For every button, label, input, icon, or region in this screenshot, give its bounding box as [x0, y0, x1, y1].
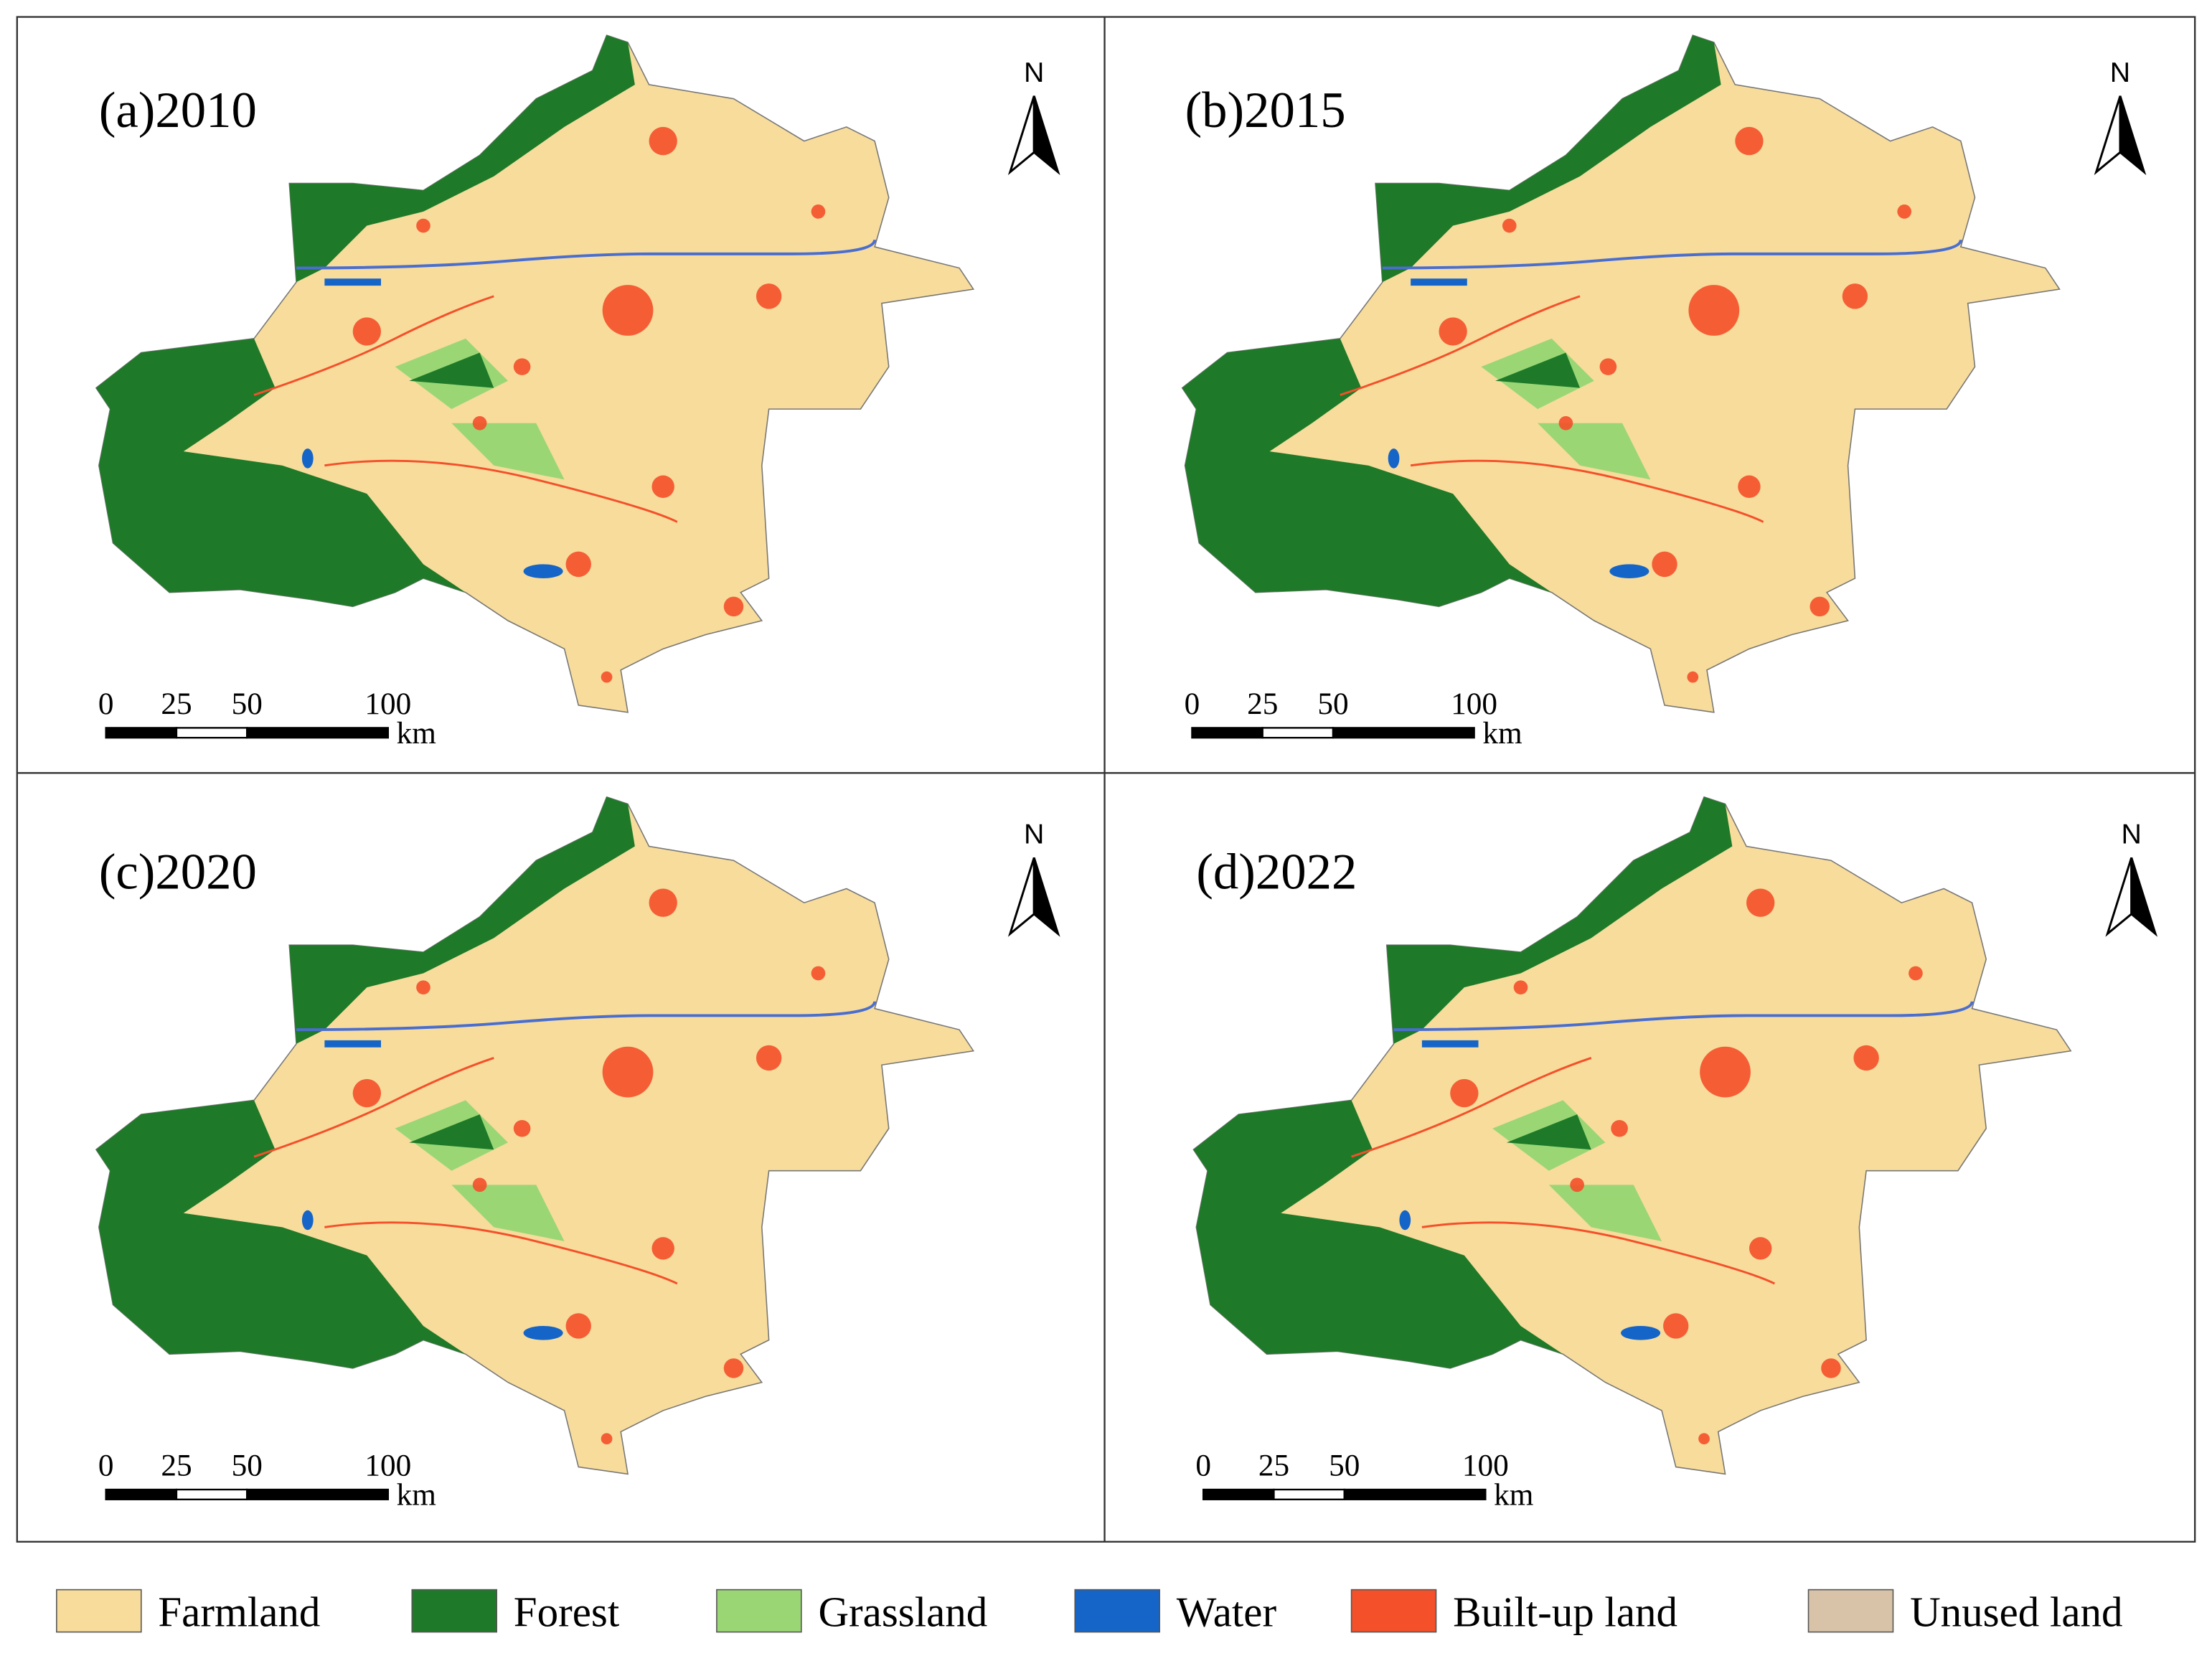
scale-label: 0 — [98, 1448, 114, 1482]
panel-title: (a)2010 — [99, 83, 257, 138]
scale-unit: km — [1494, 1478, 1533, 1512]
legend-swatch — [716, 1589, 802, 1633]
scale-segment — [246, 1488, 390, 1500]
legend-swatch — [411, 1589, 498, 1633]
scale-label: 25 — [161, 1448, 192, 1482]
scale-label: 100 — [1462, 1448, 1509, 1482]
scale-segment — [1332, 727, 1475, 739]
scale-unit: km — [397, 1478, 436, 1512]
scale-label: 50 — [232, 687, 263, 721]
scale-label: 0 — [1195, 1448, 1211, 1482]
north-arrow — [2119, 95, 2147, 176]
legend-label: Water — [1177, 1589, 1277, 1636]
scale-segment — [1261, 727, 1335, 739]
legend-swatch — [1350, 1589, 1437, 1633]
scale-segment — [1202, 1488, 1275, 1500]
scale-label: 50 — [1317, 687, 1348, 721]
legend-swatch — [56, 1589, 142, 1633]
north-label: N — [2122, 819, 2142, 850]
legend-label: Forest — [514, 1589, 620, 1636]
legend-label: Unused land — [1910, 1589, 2122, 1636]
legend: Farmland Forest Grassland Water Built-up lan… — [56, 1589, 2123, 1636]
north-arrow — [1007, 95, 1035, 176]
scale-label: 100 — [1451, 687, 1497, 721]
scale-label: 25 — [161, 687, 192, 721]
legend-label: Grassland — [818, 1589, 987, 1636]
scale-label: 25 — [1247, 687, 1278, 721]
scale-label: 0 — [1185, 687, 1200, 721]
north-arrow — [1007, 857, 1035, 937]
scale-label: 0 — [98, 687, 114, 721]
legend-swatch — [1074, 1589, 1160, 1633]
scale-segment — [175, 727, 248, 739]
scale-segment — [246, 727, 390, 739]
frame — [16, 16, 2196, 1543]
scale-unit: km — [1482, 716, 1522, 751]
scale-segment — [1343, 1488, 1487, 1500]
legend-label: Farmland — [158, 1589, 320, 1636]
scale-segment — [1273, 1488, 1345, 1500]
scale-label: 100 — [364, 1448, 411, 1482]
scale-segment — [105, 727, 178, 739]
scale-label: 50 — [1329, 1448, 1360, 1482]
legend-label: Built-up land — [1453, 1589, 1677, 1636]
scale-label: 25 — [1258, 1448, 1289, 1482]
scale-segment — [105, 1488, 178, 1500]
panel-title: (c)2020 — [99, 845, 257, 900]
north-arrow — [2130, 857, 2158, 937]
scale-label: 100 — [364, 687, 411, 721]
north-arrow — [1032, 95, 1060, 176]
scale-segment — [1191, 727, 1263, 739]
north-arrow — [1032, 857, 1060, 937]
north-arrow — [2094, 95, 2122, 176]
panel-title: (d)2022 — [1196, 845, 1357, 900]
scale-unit: km — [397, 716, 436, 751]
north-arrow — [2105, 857, 2133, 937]
north-label: N — [1024, 57, 1044, 88]
north-label: N — [2110, 57, 2130, 88]
panel-title: (b)2015 — [1185, 83, 1346, 138]
scale-segment — [175, 1488, 248, 1500]
north-label: N — [1024, 819, 1044, 850]
scale-label: 50 — [232, 1448, 263, 1482]
legend-swatch — [1807, 1589, 1894, 1633]
